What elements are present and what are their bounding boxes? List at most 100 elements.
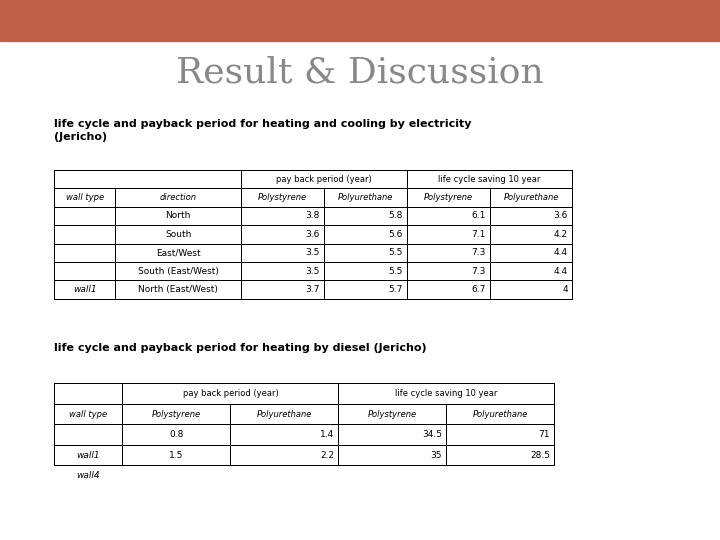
Bar <box>54 445 122 465</box>
Bar <box>490 225 572 244</box>
Bar <box>241 225 324 244</box>
Text: North (East/West): North (East/West) <box>138 285 218 294</box>
Text: wall1: wall1 <box>76 451 100 460</box>
Bar <box>115 225 241 244</box>
Bar <box>122 424 230 445</box>
Bar <box>54 383 554 465</box>
Text: life cycle and payback period for heating and cooling by electricity
(Jericho): life cycle and payback period for heatin… <box>54 119 472 142</box>
Text: North: North <box>166 212 191 220</box>
Bar <box>54 225 115 244</box>
Bar <box>115 262 241 280</box>
Bar <box>241 244 324 262</box>
Text: 7.3: 7.3 <box>471 248 485 257</box>
Bar <box>324 244 407 262</box>
Bar <box>54 170 241 188</box>
Bar <box>230 445 338 465</box>
Bar <box>407 280 490 299</box>
Bar <box>407 207 490 225</box>
Bar <box>324 280 407 299</box>
Bar <box>338 404 446 424</box>
Bar <box>407 170 572 188</box>
Text: wall type: wall type <box>69 410 107 418</box>
Text: 0.8: 0.8 <box>169 430 184 439</box>
Bar <box>54 280 115 299</box>
Text: Polystyrene: Polystyrene <box>423 193 473 202</box>
Text: wall type: wall type <box>66 193 104 202</box>
Bar <box>54 188 115 207</box>
Bar <box>122 445 230 465</box>
Bar <box>490 244 572 262</box>
Bar <box>407 244 490 262</box>
Text: 3.7: 3.7 <box>305 285 320 294</box>
Bar <box>115 244 241 262</box>
Bar <box>338 383 554 404</box>
Text: 3.8: 3.8 <box>305 212 320 220</box>
Text: Polyurethane: Polyurethane <box>338 193 393 202</box>
Text: direction: direction <box>160 193 197 202</box>
Text: 5.7: 5.7 <box>388 285 402 294</box>
Text: 3.6: 3.6 <box>554 212 568 220</box>
Text: 4.2: 4.2 <box>554 230 568 239</box>
Text: 7.1: 7.1 <box>471 230 485 239</box>
Bar <box>54 404 122 424</box>
Text: 1.4: 1.4 <box>320 430 334 439</box>
Bar <box>230 424 338 445</box>
Bar <box>490 262 572 280</box>
Text: 3.5: 3.5 <box>305 248 320 257</box>
Bar <box>407 262 490 280</box>
Bar <box>324 225 407 244</box>
Text: 5.5: 5.5 <box>388 248 402 257</box>
Text: Polystyrene: Polystyrene <box>258 193 307 202</box>
Bar <box>241 280 324 299</box>
Text: wall4: wall4 <box>76 471 100 480</box>
Text: Polyurethane: Polyurethane <box>503 193 559 202</box>
Bar <box>241 170 407 188</box>
Text: Polystyrene: Polystyrene <box>152 410 201 418</box>
Bar <box>324 207 407 225</box>
Text: Result & Discussion: Result & Discussion <box>176 56 544 90</box>
Bar <box>446 445 554 465</box>
Text: Polystyrene: Polystyrene <box>368 410 417 418</box>
Text: pay back period (year): pay back period (year) <box>276 175 372 184</box>
Text: 35: 35 <box>431 451 442 460</box>
Bar <box>115 280 241 299</box>
Text: pay back period (year): pay back period (year) <box>183 389 278 398</box>
Bar <box>54 244 115 262</box>
Bar <box>115 188 241 207</box>
Text: Polyurethane: Polyurethane <box>473 410 528 418</box>
Bar <box>122 383 338 404</box>
Text: 4.4: 4.4 <box>554 267 568 275</box>
Bar <box>338 424 446 445</box>
Text: 5.6: 5.6 <box>388 230 402 239</box>
Text: 6.7: 6.7 <box>471 285 485 294</box>
Bar <box>54 262 115 280</box>
Text: wall1: wall1 <box>73 285 96 294</box>
Bar <box>54 207 115 225</box>
Bar <box>490 188 572 207</box>
Bar <box>122 404 230 424</box>
Text: 34.5: 34.5 <box>422 430 442 439</box>
Text: South: South <box>165 230 192 239</box>
Bar <box>241 207 324 225</box>
Bar <box>54 424 122 445</box>
Bar <box>241 262 324 280</box>
Bar <box>446 404 554 424</box>
Text: 28.5: 28.5 <box>530 451 550 460</box>
Bar <box>54 383 122 404</box>
Text: 71: 71 <box>539 430 550 439</box>
Bar <box>407 188 490 207</box>
Text: life cycle and payback period for heating by diesel (Jericho): life cycle and payback period for heatin… <box>54 343 427 353</box>
Bar <box>490 280 572 299</box>
Bar <box>338 445 446 465</box>
Text: life cycle saving 10 year: life cycle saving 10 year <box>395 389 498 398</box>
Text: 4: 4 <box>562 285 568 294</box>
Text: South (East/West): South (East/West) <box>138 267 219 275</box>
Text: 6.1: 6.1 <box>471 212 485 220</box>
Bar <box>446 424 554 445</box>
Text: 4.4: 4.4 <box>554 248 568 257</box>
Bar <box>54 170 572 299</box>
Bar <box>241 188 324 207</box>
Bar <box>0 0 720 40</box>
Text: 5.8: 5.8 <box>388 212 402 220</box>
Text: 7.3: 7.3 <box>471 267 485 275</box>
